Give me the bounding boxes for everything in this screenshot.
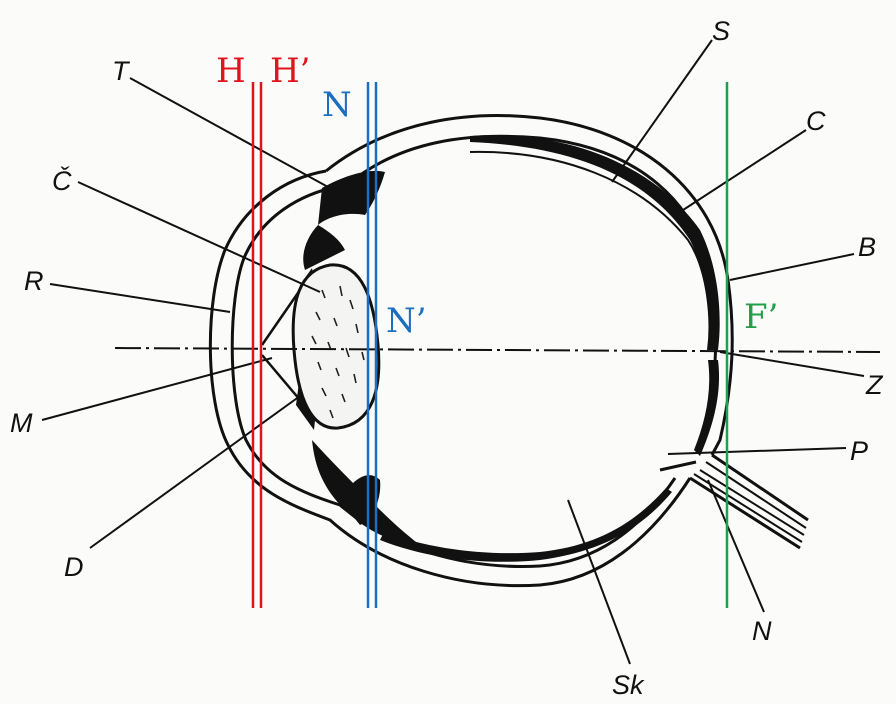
label-n: N [322, 85, 352, 125]
label-s: S [712, 16, 730, 46]
leader-lines [41, 39, 865, 665]
label-n-prime: N’ [386, 301, 427, 341]
label-h-prime: H’ [270, 51, 310, 91]
principal-planes [251, 82, 263, 608]
ciliary-body-iris [296, 170, 420, 545]
label-d: D [64, 552, 84, 582]
label-r: R [24, 266, 44, 296]
label-z: Z [865, 370, 884, 400]
label-b: B [858, 232, 876, 262]
choroid-retina-layer [380, 135, 720, 562]
label-sk: Sk [612, 670, 645, 700]
label-c: C [806, 106, 826, 136]
label-c-caron: Č [52, 165, 72, 196]
crystalline-lens [291, 263, 381, 430]
optic-nerve [659, 453, 809, 550]
label-t: T [112, 56, 131, 86]
label-h: H [216, 51, 246, 91]
label-n-nerve: N [752, 616, 772, 646]
label-f-prime: F’ [744, 297, 778, 337]
zonular-fibers [260, 289, 302, 401]
optical-axis [114, 347, 881, 353]
nodal-planes [366, 82, 378, 608]
label-p: P [850, 436, 868, 466]
label-m: M [10, 408, 33, 438]
